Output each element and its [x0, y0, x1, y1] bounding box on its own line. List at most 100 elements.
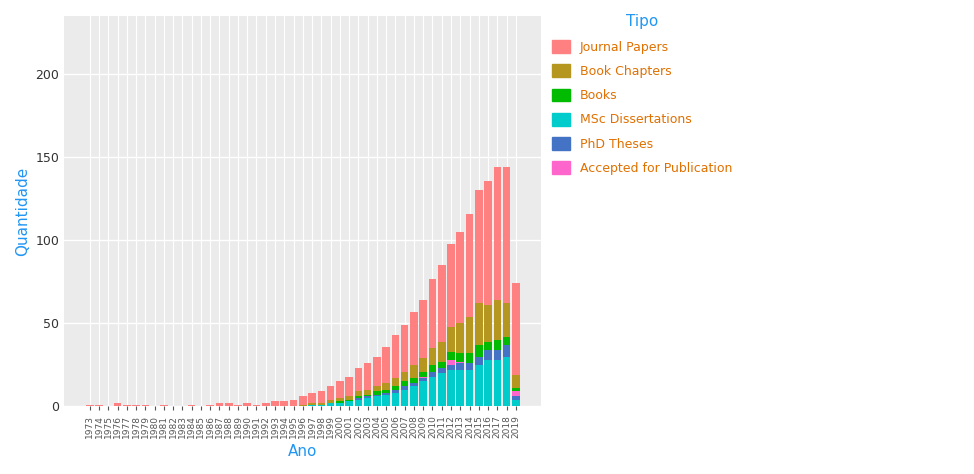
Bar [401, 386, 408, 390]
Bar [318, 403, 325, 405]
Bar [364, 363, 371, 390]
Bar [383, 393, 390, 395]
Bar [410, 378, 418, 383]
Bar [383, 390, 390, 393]
Bar [457, 363, 464, 370]
Bar [244, 403, 251, 406]
Bar [123, 405, 131, 406]
Bar [401, 382, 408, 386]
Bar [512, 400, 519, 406]
Bar [494, 350, 501, 360]
Bar [512, 375, 519, 388]
Bar [318, 405, 325, 406]
Bar [355, 396, 362, 398]
Bar [503, 337, 510, 345]
Bar [373, 396, 381, 406]
Bar [392, 378, 399, 386]
Bar [336, 401, 344, 403]
Bar [438, 368, 445, 373]
Bar [383, 346, 390, 383]
Bar [355, 392, 362, 396]
Bar [410, 365, 418, 378]
Bar [457, 362, 464, 363]
Bar [512, 283, 519, 375]
Bar [447, 365, 455, 370]
Bar [281, 401, 288, 406]
Bar [447, 370, 455, 406]
Bar [318, 392, 325, 403]
Bar [346, 396, 353, 400]
Bar [289, 400, 297, 406]
Bar [447, 327, 455, 352]
Bar [429, 279, 436, 348]
Bar [429, 376, 436, 406]
Bar [466, 363, 473, 370]
Bar [234, 405, 242, 406]
Bar [429, 348, 436, 365]
Bar [466, 317, 473, 353]
Bar [438, 362, 445, 368]
Bar [512, 396, 519, 400]
Bar [308, 393, 316, 403]
Bar [355, 368, 362, 392]
X-axis label: Ano: Ano [288, 444, 318, 459]
Bar [132, 405, 140, 406]
Bar [475, 356, 482, 365]
Bar [420, 382, 427, 406]
Bar [420, 300, 427, 358]
Bar [410, 312, 418, 365]
Bar [383, 395, 390, 406]
Bar [475, 191, 482, 303]
Bar [271, 401, 279, 406]
Bar [392, 390, 399, 393]
Bar [327, 400, 334, 403]
Bar [438, 373, 445, 406]
Bar [484, 350, 492, 360]
Bar [494, 300, 501, 340]
Bar [373, 395, 381, 396]
Bar [392, 386, 399, 390]
Bar [299, 405, 307, 406]
Bar [392, 335, 399, 378]
Bar [484, 360, 492, 406]
Bar [420, 358, 427, 372]
Bar [475, 345, 482, 356]
Bar [447, 352, 455, 360]
Bar [401, 390, 408, 406]
Bar [364, 390, 371, 395]
Bar [420, 376, 427, 378]
Bar [420, 378, 427, 382]
Bar [503, 345, 510, 356]
Bar [438, 342, 445, 362]
Bar [373, 392, 381, 395]
Bar [160, 405, 168, 406]
Bar [364, 398, 371, 406]
Bar [346, 401, 353, 406]
Bar [327, 403, 334, 406]
Bar [86, 405, 94, 406]
Bar [308, 403, 316, 405]
Bar [373, 356, 381, 386]
Bar [494, 360, 501, 406]
Bar [392, 393, 399, 406]
Bar [141, 405, 149, 406]
Bar [225, 403, 233, 406]
Bar [336, 382, 344, 398]
Bar [355, 398, 362, 400]
Bar [503, 303, 510, 337]
Bar [503, 167, 510, 303]
Bar [364, 395, 371, 396]
Bar [475, 303, 482, 345]
Bar [383, 383, 390, 390]
Bar [114, 403, 122, 406]
Bar [457, 232, 464, 323]
Bar [327, 386, 334, 400]
Bar [494, 340, 501, 350]
Bar [336, 403, 344, 406]
Bar [447, 360, 455, 365]
Bar [364, 396, 371, 398]
Legend: Journal Papers, Book Chapters, Books, MSc Dissertations, PhD Theses, Accepted fo: Journal Papers, Book Chapters, Books, MS… [552, 15, 732, 175]
Bar [373, 386, 381, 392]
Bar [457, 353, 464, 362]
Bar [512, 392, 519, 396]
